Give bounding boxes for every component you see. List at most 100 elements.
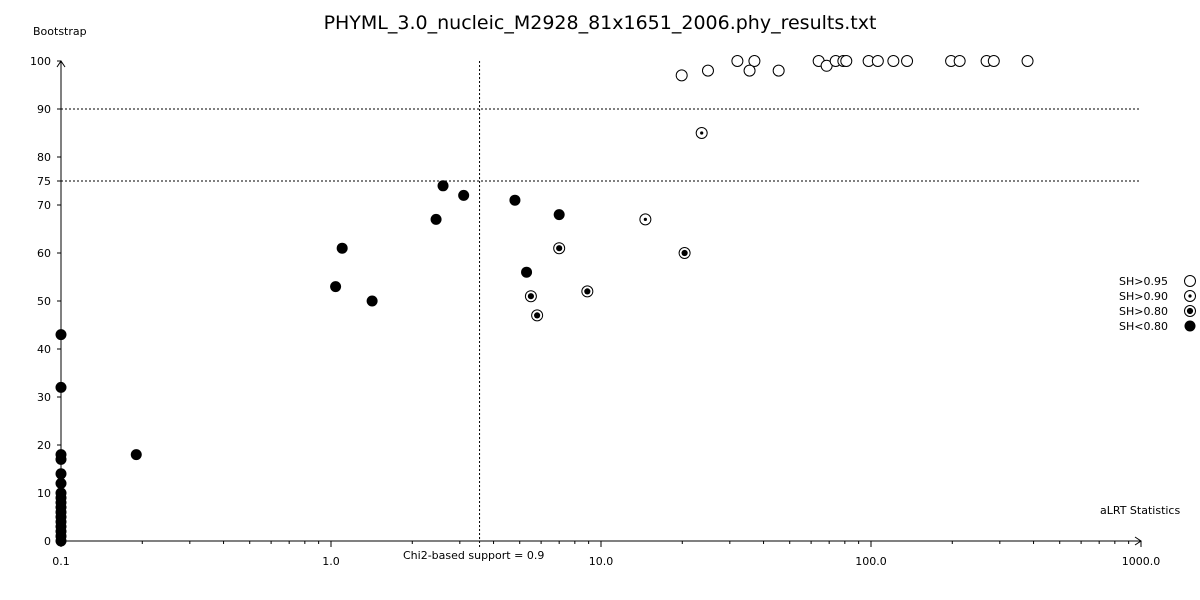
- point-body: [330, 281, 342, 293]
- point-body: [55, 535, 67, 547]
- y-tick-label: 80: [37, 151, 51, 164]
- point-filled: [1184, 320, 1196, 332]
- y-tick-label: 75: [37, 175, 51, 188]
- point-body: [840, 55, 853, 67]
- point-body: [901, 55, 914, 67]
- point-center: [681, 249, 688, 257]
- point-filled: [437, 180, 449, 192]
- point-open: [840, 55, 853, 67]
- point-body: [887, 55, 900, 67]
- y-tick-label: 50: [37, 295, 51, 308]
- point-filled: [55, 329, 67, 341]
- point-open: [901, 55, 914, 67]
- point-ringed: [524, 290, 537, 303]
- x-tick-label: 0.1: [52, 555, 70, 568]
- point-body: [458, 189, 470, 201]
- point-open: [871, 55, 884, 67]
- point-open: [987, 55, 1000, 67]
- point-ringed: [553, 242, 566, 255]
- point-body: [437, 180, 449, 192]
- point-open: [675, 69, 688, 82]
- point-ringed: [1184, 305, 1196, 317]
- point-filled: [509, 194, 521, 206]
- y-tick-label: 30: [37, 391, 51, 404]
- y-tick-label: 20: [37, 439, 51, 452]
- point-body: [675, 69, 688, 82]
- point-body: [336, 242, 348, 254]
- point-dot: [639, 213, 652, 226]
- point-filled: [55, 468, 67, 480]
- point-filled: [336, 242, 348, 254]
- point-filled: [553, 209, 565, 221]
- point-body: [953, 55, 966, 67]
- y-tick-label: 100: [30, 55, 51, 68]
- legend: SH>0.95 SH>0.90 SH>0.80 SH<0.80: [1119, 275, 1196, 333]
- y-axis-label: Bootstrap: [33, 25, 87, 38]
- point-body: [553, 209, 565, 221]
- point-open: [701, 64, 714, 77]
- point-body: [987, 55, 1000, 67]
- point-open: [953, 55, 966, 67]
- x-tick-label: 100.0: [855, 555, 887, 568]
- data-points: [55, 55, 1034, 547]
- x-tick-label: 10.0: [589, 555, 614, 568]
- point-ringed: [581, 285, 594, 298]
- point-body: [748, 55, 761, 67]
- legend-label: SH>0.90: [1119, 290, 1168, 303]
- point-ringed: [678, 247, 691, 259]
- point-open: [887, 55, 900, 67]
- point-body: [731, 55, 744, 67]
- legend-label: SH>0.95: [1119, 275, 1168, 288]
- reference-line-label: Chi2-based support = 0.9: [403, 549, 544, 562]
- point-center: [700, 131, 704, 135]
- point-open: [743, 64, 756, 77]
- point-filled: [55, 453, 67, 465]
- point-body: [521, 266, 533, 278]
- point-filled: [55, 477, 67, 489]
- point-filled: [55, 381, 67, 393]
- y-tick-label: 70: [37, 199, 51, 212]
- point-body: [743, 64, 756, 77]
- point-filled: [55, 535, 67, 547]
- point-body: [701, 64, 714, 77]
- point-ringed: [531, 309, 544, 322]
- point-body: [55, 477, 67, 489]
- point-body: [871, 55, 884, 67]
- point-center: [584, 288, 591, 295]
- point-center: [643, 217, 647, 221]
- legend-label: SH>0.80: [1119, 305, 1168, 318]
- point-body: [1184, 275, 1196, 287]
- point-filled: [366, 295, 378, 307]
- x-axis-label: aLRT Statistics: [1100, 504, 1180, 517]
- point-center: [556, 245, 563, 252]
- y-tick-label: 10: [37, 487, 51, 500]
- chart-title: PHYML_3.0_nucleic_M2928_81x1651_2006.phy…: [324, 12, 877, 34]
- legend-label: SH<0.80: [1119, 320, 1168, 333]
- point-body: [55, 329, 67, 341]
- point-body: [1021, 55, 1034, 67]
- point-center: [534, 312, 541, 319]
- point-filled: [458, 189, 470, 201]
- point-dot: [695, 127, 708, 139]
- y-tick-label: 40: [37, 343, 51, 356]
- x-tick-label: 1.0: [322, 555, 340, 568]
- point-dot: [1184, 290, 1196, 302]
- point-open: [731, 55, 744, 67]
- point-body: [430, 213, 442, 225]
- point-open: [1021, 55, 1034, 67]
- y-tick-label: 0: [44, 535, 51, 548]
- point-body: [55, 453, 67, 465]
- y-tick-label: 90: [37, 103, 51, 116]
- point-body: [366, 295, 378, 307]
- point-center: [1186, 307, 1194, 315]
- point-center: [1188, 294, 1192, 298]
- point-body: [55, 381, 67, 393]
- point-center: [527, 293, 534, 300]
- reference-lines: [61, 61, 1141, 547]
- point-filled: [130, 449, 142, 461]
- point-body: [772, 64, 785, 77]
- point-body: [509, 194, 521, 206]
- point-filled: [330, 281, 342, 293]
